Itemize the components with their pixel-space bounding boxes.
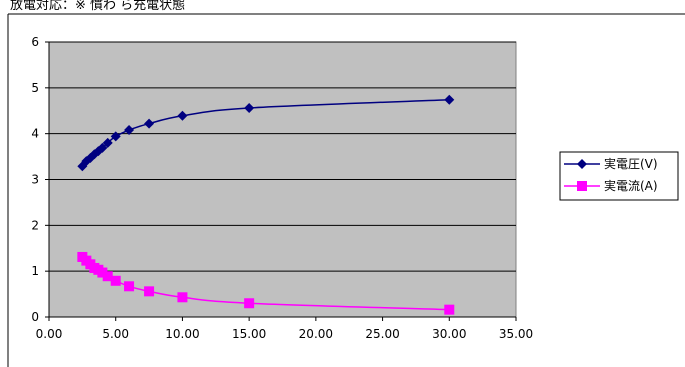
x-tick-label: 10.00 [165, 327, 199, 341]
legend-box [559, 151, 679, 201]
data-point [144, 286, 155, 297]
x-tick-label: 25.00 [365, 327, 399, 341]
y-tick-label: 6 [31, 35, 39, 49]
legend-label-voltage: 実電圧(V) [604, 156, 658, 171]
legend-marker-voltage [577, 159, 587, 169]
legend-label-current: 実電流(A) [604, 178, 658, 193]
data-point [110, 275, 121, 286]
data-point [244, 103, 255, 113]
x-tick-label: 15.00 [232, 327, 266, 341]
data-point [144, 118, 155, 129]
series-1 [77, 251, 455, 315]
y-tick-label: 2 [31, 218, 39, 232]
grid-lines [49, 41, 516, 272]
data-point [124, 125, 135, 135]
series-0 [77, 94, 455, 172]
chart-title: 放電対応：※ 慣わ ら充電状態 [10, 0, 185, 13]
axes: 0 1 2 3 4 5 6 0.00 5.00 10.00 15.00 20.00 25.00 30.00… [31, 35, 533, 341]
x-tick-label: 30.00 [432, 327, 466, 341]
data-point [244, 298, 255, 309]
y-tick-label: 0 [31, 310, 39, 324]
x-tick-label: 5.00 [102, 327, 129, 341]
data-point [444, 304, 455, 315]
data-point [110, 131, 121, 142]
x-tick-label: 35.00 [499, 327, 533, 341]
data-point [177, 292, 188, 303]
data-point [97, 142, 108, 153]
legend: 実電圧(V) 実電流(A) [559, 151, 679, 201]
series-layer [77, 94, 455, 315]
legend-marker-current [577, 181, 587, 191]
data-point [177, 110, 188, 121]
x-tick-label: 0.00 [36, 327, 63, 341]
data-point [102, 271, 113, 282]
y-tick-label: 1 [31, 264, 39, 278]
data-point [97, 267, 108, 278]
data-point [444, 94, 455, 105]
y-tick-label: 4 [31, 127, 39, 141]
data-point [124, 281, 135, 292]
data-point [102, 137, 113, 148]
x-tick-label: 20.00 [299, 327, 333, 341]
y-tick-label: 3 [31, 173, 39, 187]
y-tick-label: 5 [31, 81, 39, 95]
